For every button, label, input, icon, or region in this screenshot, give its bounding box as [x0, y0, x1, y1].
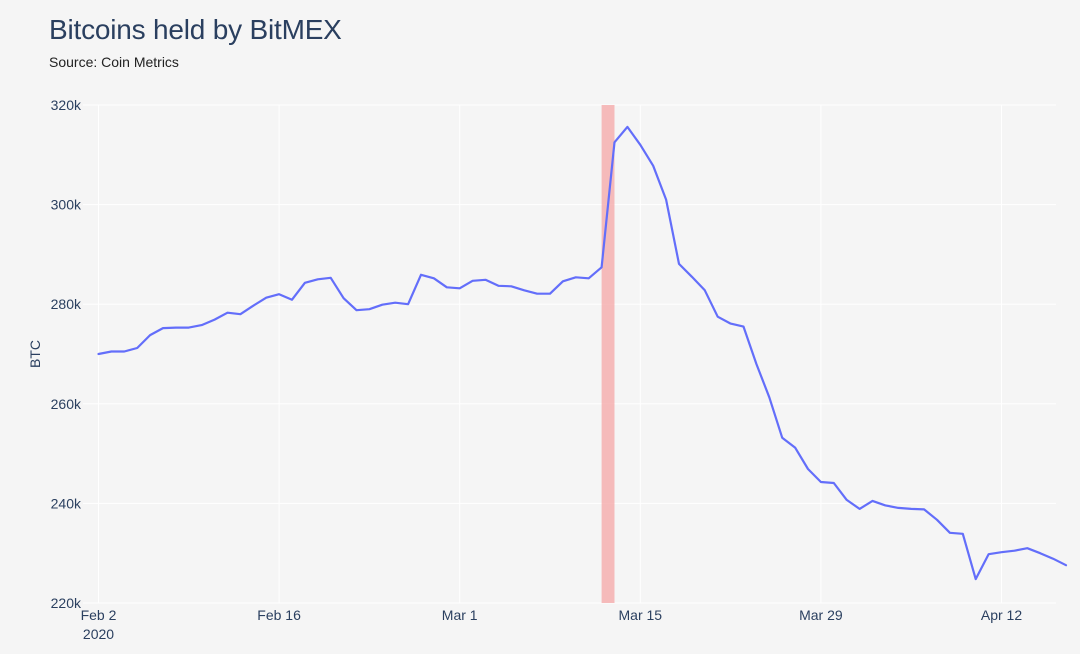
- y-axis-label: BTC: [27, 340, 43, 368]
- highlight-band: [601, 105, 615, 603]
- chart-subtitle: Source: Coin Metrics: [49, 54, 179, 70]
- series-line-btc: [97, 125, 1068, 581]
- chart-title: Bitcoins held by BitMEX: [49, 14, 342, 45]
- x-axis-ticks: Feb 2 2020 Feb 16 Mar 1 Mar 15 Mar 29 Apr 12: [81, 607, 1023, 642]
- y-tick-label: 300k: [51, 197, 82, 213]
- x-tick-label: Mar 29: [799, 607, 843, 623]
- series-layer: [97, 125, 1068, 581]
- x-tick-label: Mar 15: [619, 607, 663, 623]
- y-tick-label: 240k: [51, 495, 82, 511]
- y-tick-label: 220k: [51, 595, 82, 611]
- y-tick-label: 280k: [51, 296, 82, 312]
- y-axis-ticks: 220k 240k 260k 280k 300k 320k: [51, 97, 82, 611]
- grid-lines: [83, 104, 1056, 604]
- x-tick-sublabel: 2020: [83, 626, 114, 642]
- y-tick-label: 320k: [51, 97, 82, 113]
- x-tick-label: Mar 1: [442, 607, 478, 623]
- x-tick-label: Feb 16: [257, 607, 301, 623]
- y-tick-label: 260k: [51, 396, 82, 412]
- highlight-band-layer: [601, 105, 615, 603]
- x-tick-label: Feb 2: [81, 607, 117, 623]
- x-tick-label: Apr 12: [981, 607, 1022, 623]
